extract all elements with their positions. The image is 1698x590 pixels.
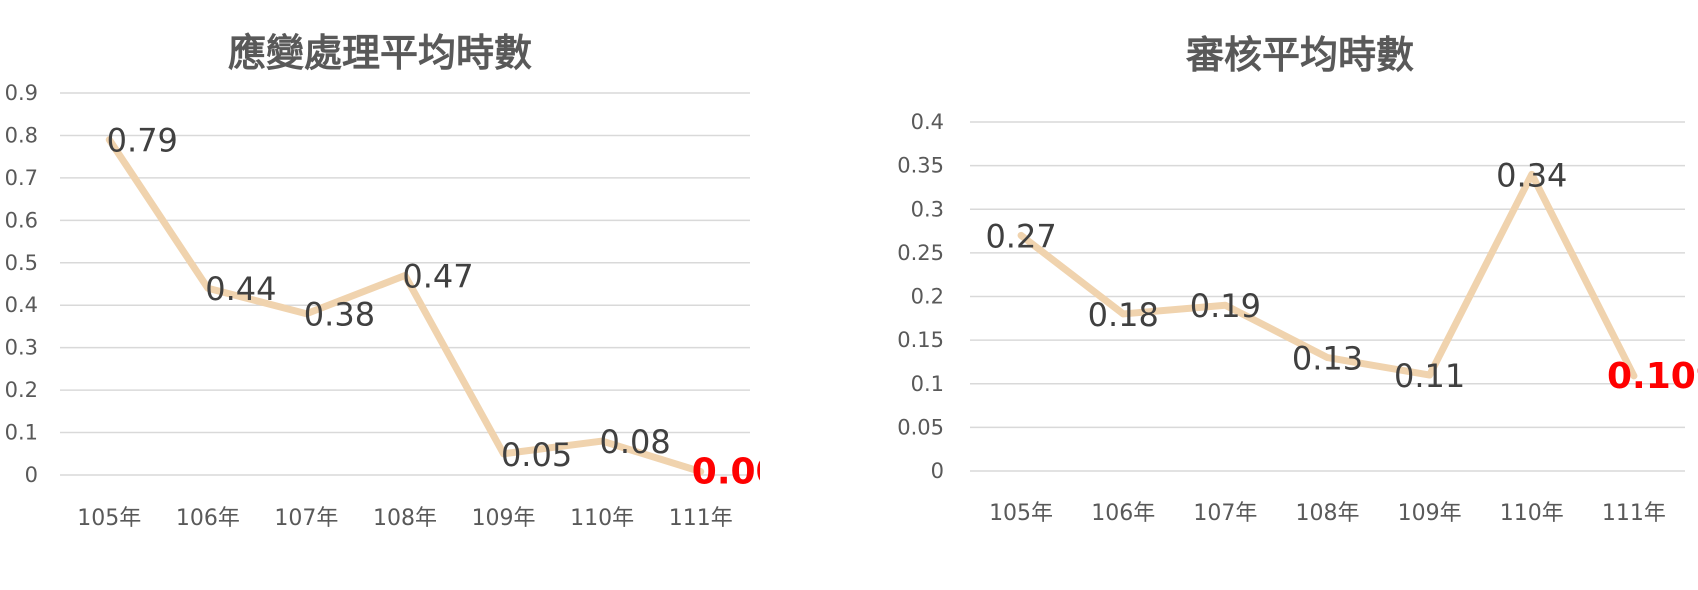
y-tick-label: 0.4 xyxy=(5,293,38,317)
gridlines xyxy=(970,121,1685,472)
data-point xyxy=(503,453,505,455)
y-tick-labels: 0 0.05 0.1 0.15 0.2 0.25 0.3 0.35 0.4 xyxy=(897,110,944,483)
y-tick-label: 0.3 xyxy=(5,336,38,360)
y-tick-label: 0.6 xyxy=(5,208,38,232)
data-point xyxy=(1224,304,1226,306)
data-point xyxy=(1122,313,1124,315)
series-line-group xyxy=(1017,170,1638,380)
y-tick-label: 0.8 xyxy=(5,123,38,147)
data-label: 0.38 xyxy=(304,296,375,334)
data-point xyxy=(1327,357,1328,359)
data-label-highlighted: 0.008 xyxy=(692,452,760,493)
data-label: 0.08 xyxy=(600,423,671,461)
x-category-labels: 105年 106年 107年 108年 109年 110年 111年 xyxy=(77,506,732,531)
chart-left-svg: 應變處理平均時數 0 0.1 0.2 0.3 0.4 0.5 0.6 0.7 0.8 0.9 10… xyxy=(5,31,760,531)
x-category-label: 106年 xyxy=(176,506,240,531)
data-point xyxy=(108,139,110,141)
data-label: 0.44 xyxy=(205,270,276,308)
y-tick-label: 0.9 xyxy=(5,81,38,105)
y-tick-label: 0.35 xyxy=(897,154,944,178)
data-point xyxy=(601,440,603,442)
data-label: 0.18 xyxy=(1088,296,1159,334)
data-label: 0.19 xyxy=(1190,287,1261,325)
y-tick-label: 0.3 xyxy=(911,197,944,221)
data-label: 0.27 xyxy=(985,217,1056,255)
x-category-label: 110年 xyxy=(570,506,634,531)
data-point xyxy=(404,275,406,277)
y-tick-label: 0.25 xyxy=(897,241,944,265)
x-category-label: 105年 xyxy=(989,501,1053,526)
y-tick-label: 0.2 xyxy=(911,285,944,309)
x-category-label: 105年 xyxy=(77,506,141,531)
data-label: 0.79 xyxy=(107,122,178,160)
x-category-label: 111年 xyxy=(1602,501,1666,526)
chart-title: 應變處理平均時數 xyxy=(228,31,532,75)
x-category-label: 108年 xyxy=(1296,501,1360,526)
chart-left: 應變處理平均時數 0 0.1 0.2 0.3 0.4 0.5 0.6 0.7 0.8 0.9 10… xyxy=(0,0,760,590)
y-tick-labels: 0 0.1 0.2 0.3 0.4 0.5 0.6 0.7 0.8 0.9 xyxy=(5,81,38,487)
data-point xyxy=(1633,375,1635,377)
chart-right-svg: 審核平均時數 0 0.05 0.1 0.15 0.2 0.25 0.3 0.35 0.4 105… xyxy=(897,33,1698,526)
x-category-label: 107年 xyxy=(274,506,338,531)
y-tick-label: 0.05 xyxy=(897,415,944,439)
data-point xyxy=(700,471,702,473)
y-tick-label: 0.1 xyxy=(5,421,38,445)
x-category-label: 109年 xyxy=(472,506,536,531)
data-point xyxy=(207,287,209,289)
data-label: 0.05 xyxy=(501,436,572,474)
data-point xyxy=(1531,173,1533,175)
gridlines xyxy=(60,92,750,476)
y-tick-label: 0.1 xyxy=(911,372,944,396)
y-tick-label: 0.5 xyxy=(5,251,38,275)
data-labels: 0.79 0.44 0.38 0.47 0.05 0.08 0.008 xyxy=(107,122,760,493)
data-point xyxy=(1020,234,1022,236)
chart-right: 審核平均時數 0 0.05 0.1 0.15 0.2 0.25 0.3 0.35 0.4 105… xyxy=(880,0,1698,590)
data-label: 0.47 xyxy=(402,258,473,296)
y-tick-label: 0.15 xyxy=(897,328,944,352)
series-line-group xyxy=(105,136,705,476)
y-tick-label: 0.2 xyxy=(5,378,38,402)
y-tick-label: 0 xyxy=(931,459,944,483)
y-tick-label: 0.7 xyxy=(5,166,38,190)
data-point xyxy=(1429,374,1431,376)
x-category-label: 106年 xyxy=(1091,501,1155,526)
data-label-highlighted: 0.109 xyxy=(1607,356,1698,397)
data-point xyxy=(305,313,307,315)
data-label: 0.11 xyxy=(1394,357,1465,395)
x-category-label: 111年 xyxy=(669,506,733,531)
x-category-labels: 105年 106年 107年 108年 109年 110年 111年 xyxy=(989,501,1666,526)
chart-title: 審核平均時數 xyxy=(1185,33,1414,77)
x-category-label: 109年 xyxy=(1398,501,1462,526)
x-category-label: 110年 xyxy=(1500,501,1564,526)
y-tick-label: 0.4 xyxy=(911,110,944,134)
data-labels: 0.27 0.18 0.19 0.13 0.11 0.34 0.109 xyxy=(985,156,1698,397)
x-category-label: 108年 xyxy=(373,506,437,531)
data-label: 0.34 xyxy=(1496,156,1567,194)
x-category-label: 107年 xyxy=(1193,501,1257,526)
y-tick-label: 0 xyxy=(25,463,38,487)
data-label: 0.13 xyxy=(1292,340,1363,378)
